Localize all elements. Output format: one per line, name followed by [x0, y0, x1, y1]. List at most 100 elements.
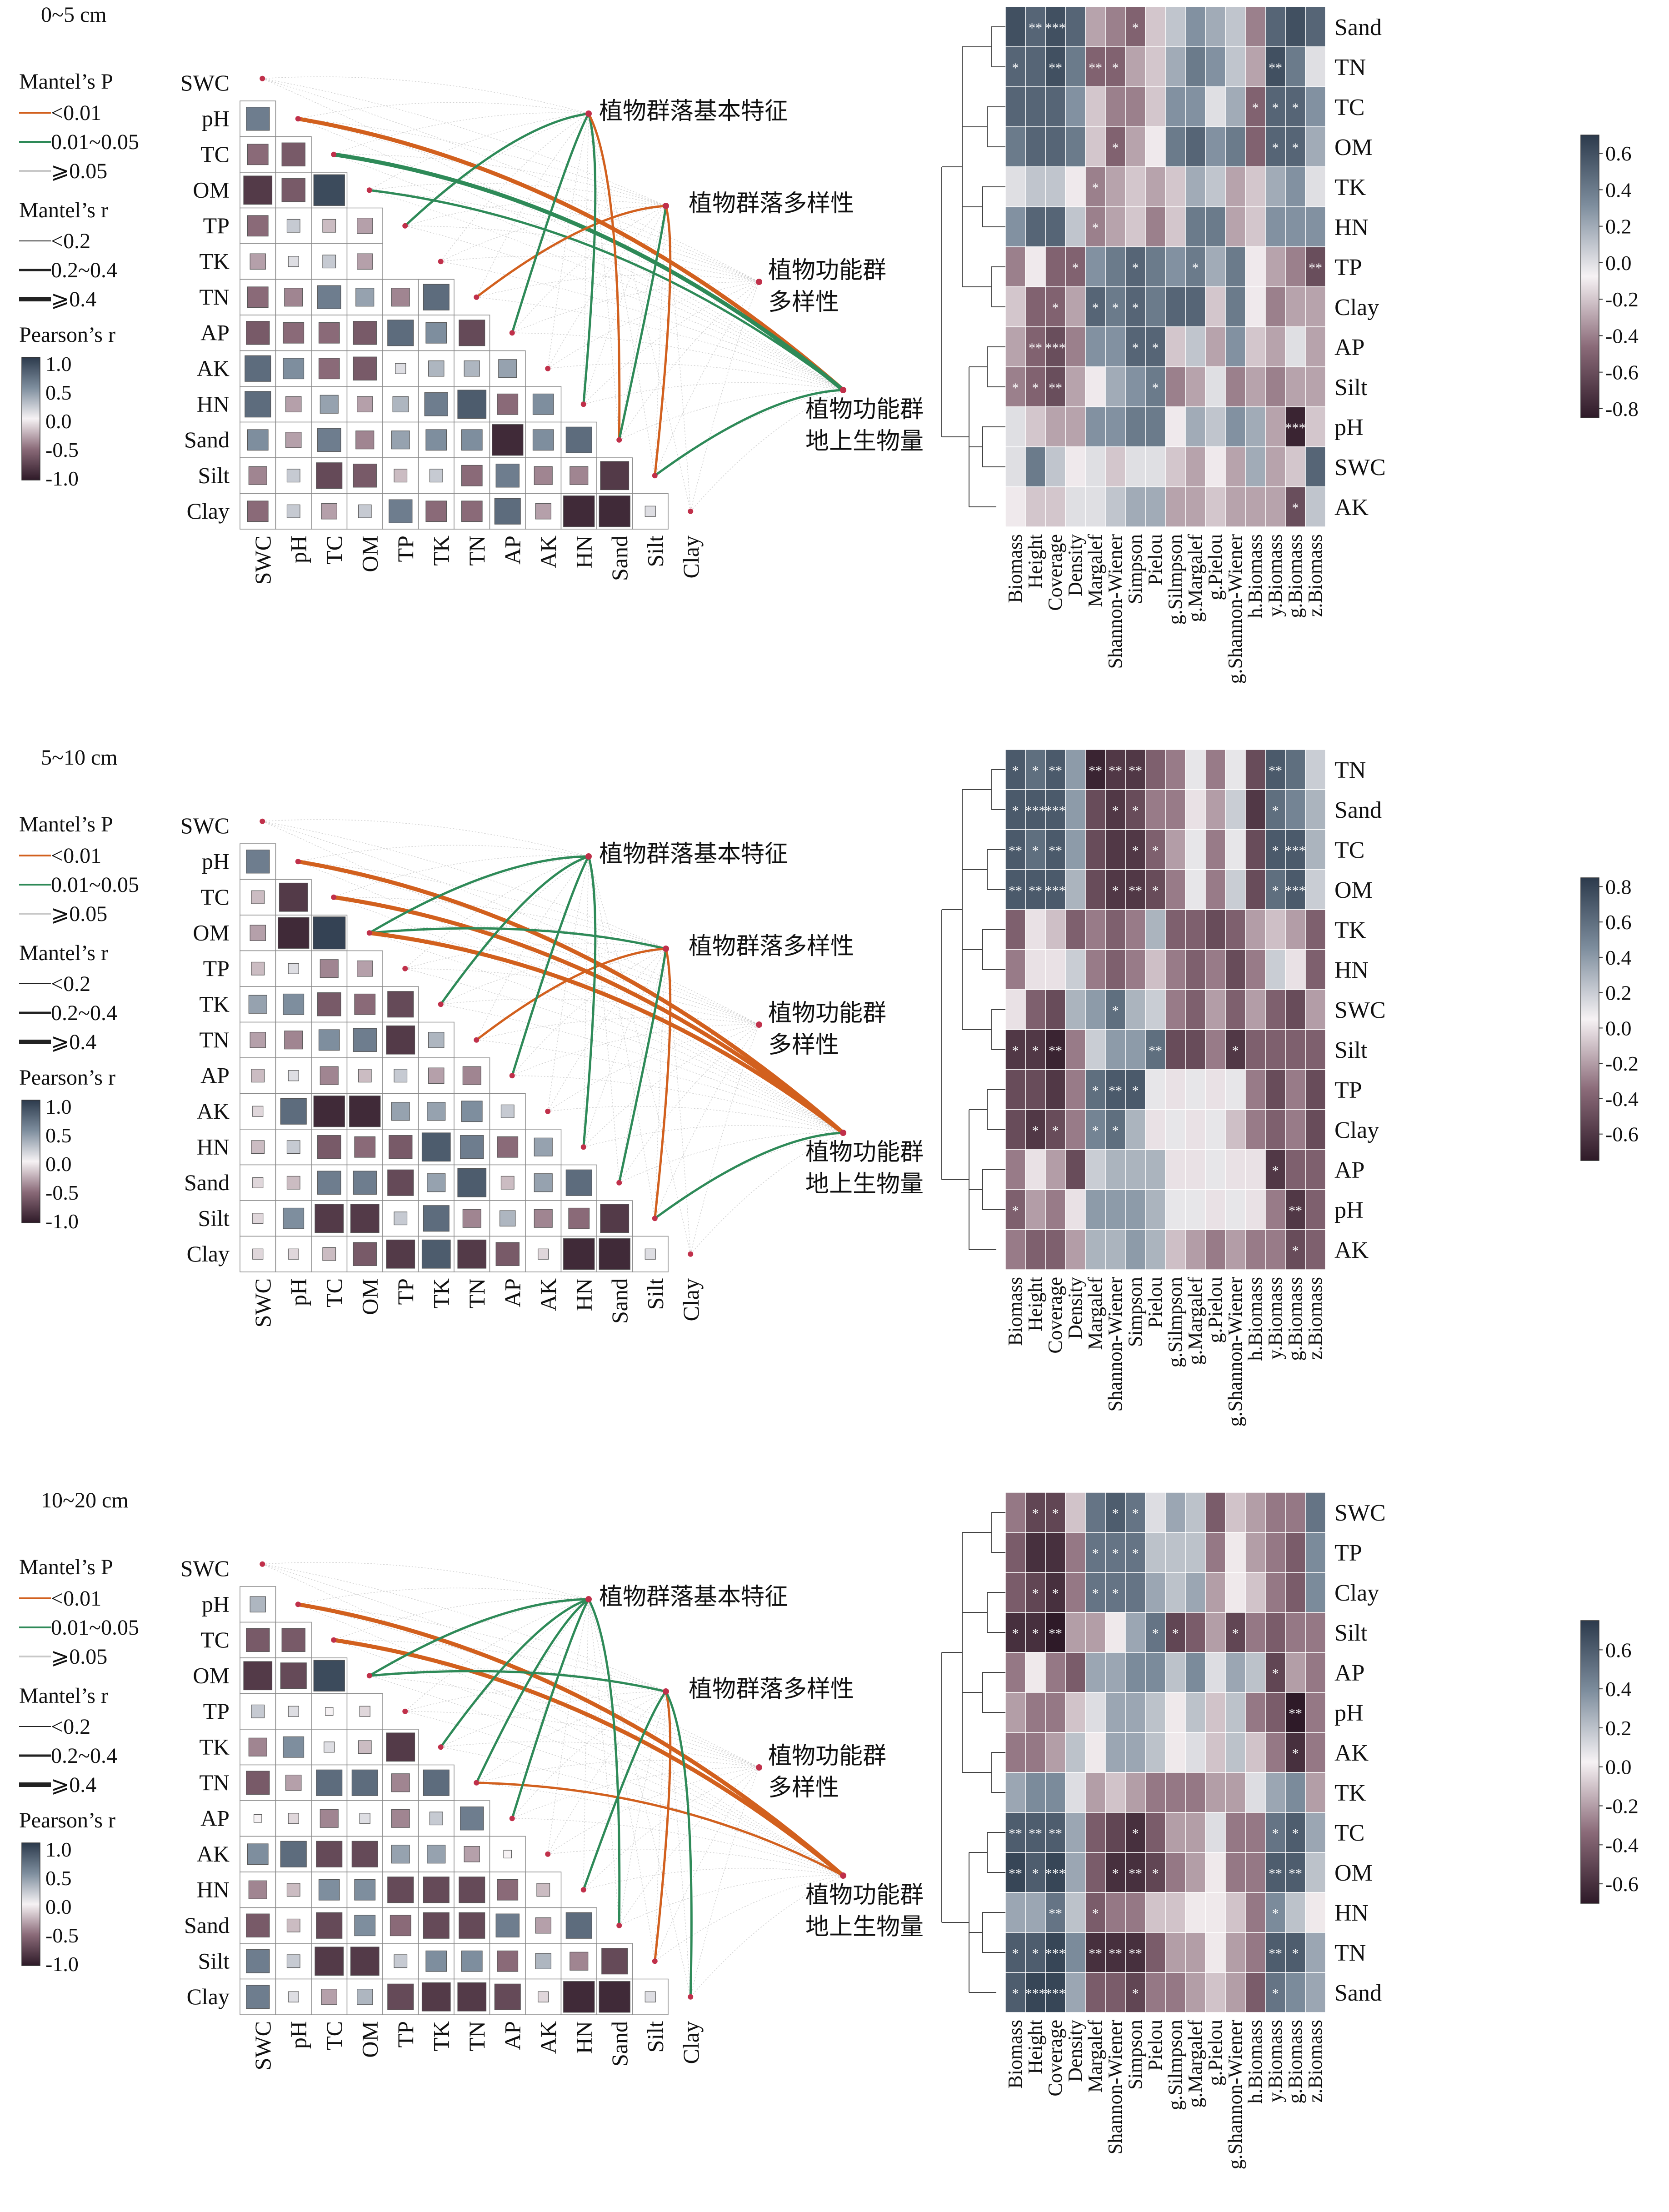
heatmap-cell [1305, 1692, 1326, 1733]
heatmap-cell [1145, 1149, 1166, 1190]
mantel-link-ns [655, 205, 666, 476]
pearson-square [351, 1841, 378, 1867]
triangle-row-label: Clay [187, 1984, 230, 2009]
pearson-square [284, 1031, 303, 1050]
pearson-square [387, 991, 414, 1018]
pearson-square [247, 500, 269, 522]
triangle-col-label: TP [393, 535, 418, 562]
heatmap-cell [1305, 909, 1326, 950]
heatmap-col-label: g.Silmpson [1164, 534, 1186, 625]
significance-mark: * [1032, 763, 1039, 778]
heatmap-cell [1265, 1612, 1286, 1653]
heatmap-cell [1285, 286, 1306, 327]
heatmap-cell [1225, 1149, 1246, 1190]
pearson-square [286, 1954, 300, 1968]
heatmap-cell [1185, 6, 1206, 47]
heatmap-cell [1305, 1029, 1326, 1070]
heatmap-cell [1125, 126, 1146, 167]
heatmap-cell [1025, 1692, 1046, 1733]
mantel-link-ns [583, 1599, 589, 1890]
pearson-square [246, 1628, 270, 1652]
heatmap-cell [1045, 6, 1066, 47]
heatmap-cell [1105, 326, 1126, 367]
mantel-link-ns [405, 1686, 666, 1712]
panel-2: 5~10 cm Mantel’s P <0.01 0.01~0.05 ⩾0.05 Mant… [19, 746, 1639, 1426]
triangle-col-label: AK [535, 535, 561, 568]
triangle-row-label: Clay [187, 498, 230, 524]
pearson-square [286, 504, 300, 518]
heatmap-col-label: Density [1064, 2020, 1086, 2082]
heatmap-cell [1305, 989, 1326, 1030]
mantel-link-ns [619, 390, 844, 440]
heatmap-cell [1005, 46, 1026, 87]
mantel-link [475, 205, 667, 299]
pearson-colorbar [21, 1842, 40, 1966]
pearson-square [250, 1596, 266, 1612]
heatmap-cell [1205, 366, 1226, 407]
pearson-square [353, 1171, 377, 1195]
heatmap-cell [1185, 1189, 1206, 1230]
mantel-link [440, 1598, 590, 1748]
pearson-square [359, 1706, 370, 1717]
triangle-row-label: HN [197, 1877, 230, 1902]
group-label: 植物功能群多样性 [768, 1743, 886, 1801]
mantel-link-ns [512, 205, 666, 333]
mantel-link-ns [298, 861, 844, 1133]
significance-mark: * [1132, 1546, 1139, 1561]
heatmap-cell [1225, 126, 1246, 167]
heatmap-cell [1185, 909, 1206, 950]
heatmap-cell [1105, 909, 1126, 950]
pearson-square [353, 1242, 377, 1266]
pearson-square [322, 255, 336, 269]
significance-mark: * [1112, 1586, 1119, 1601]
mantel-link-ns [547, 948, 666, 1112]
mantel-p-legend-label: <0.01 [51, 1586, 101, 1611]
pearson-square [599, 495, 630, 527]
heatmap-cell [1225, 486, 1246, 527]
heatmap-col-label: Pielou [1144, 534, 1166, 585]
heatmap-cell [1205, 1652, 1226, 1693]
heatmap-cell [1185, 1812, 1206, 1853]
heatmap-cell [1045, 1189, 1066, 1230]
heatmap-colorbar [1580, 1620, 1599, 1904]
soil-var-node [616, 437, 622, 443]
heatmap-col-label: g.Shannon-Wiener [1224, 534, 1246, 684]
mantel-r-legend-label: ⩾0.4 [51, 287, 96, 311]
heatmap-cell [1025, 246, 1046, 287]
soil-var-node [438, 1744, 444, 1750]
pearson-square [395, 363, 406, 374]
soil-var-node [652, 1216, 658, 1221]
heatmap-cell [1225, 1972, 1246, 2013]
heatmap-cell [1045, 1492, 1066, 1533]
heatmap-cell [1085, 286, 1106, 327]
triangle-col-label: Silt [642, 2021, 668, 2053]
pearson-square [459, 320, 485, 346]
heatmap-row-label: pH [1334, 1700, 1364, 1726]
triangle-col-label: Sand [607, 2021, 632, 2067]
heatmap-colorbar-tick-label: -0.6 [1605, 1123, 1639, 1146]
heatmap-colorbar-tick-label: -0.2 [1605, 1795, 1639, 1818]
heatmap-cell [1245, 1029, 1266, 1070]
heatmap-cell [1065, 1109, 1086, 1150]
heatmap-cell [1105, 1852, 1126, 1893]
heatmap-cell [1085, 366, 1106, 407]
heatmap-cell [1065, 1149, 1086, 1190]
pearson-square [288, 1070, 299, 1081]
heatmap-cell [1225, 989, 1246, 1030]
mantel-link-ns [655, 1132, 844, 1219]
heatmap-cell [1265, 126, 1286, 167]
pearson-square [495, 1913, 520, 1937]
heatmap-cell [1085, 406, 1106, 447]
heatmap-cell [1085, 206, 1106, 247]
heatmap-cell [1185, 166, 1206, 207]
heatmap-cell [1305, 1932, 1326, 1973]
pearson-square [281, 178, 305, 202]
group-label-line: 植物功能群 [805, 1882, 924, 1908]
heatmap-cell [1285, 1109, 1306, 1150]
triangle-row-label: AP [200, 320, 230, 345]
heatmap-cell [1285, 206, 1306, 247]
significance-mark: * [1092, 220, 1099, 235]
heatmap-cell [1165, 486, 1186, 527]
significance-mark: * [1112, 1123, 1119, 1138]
triangle-row-label: TC [200, 884, 230, 910]
